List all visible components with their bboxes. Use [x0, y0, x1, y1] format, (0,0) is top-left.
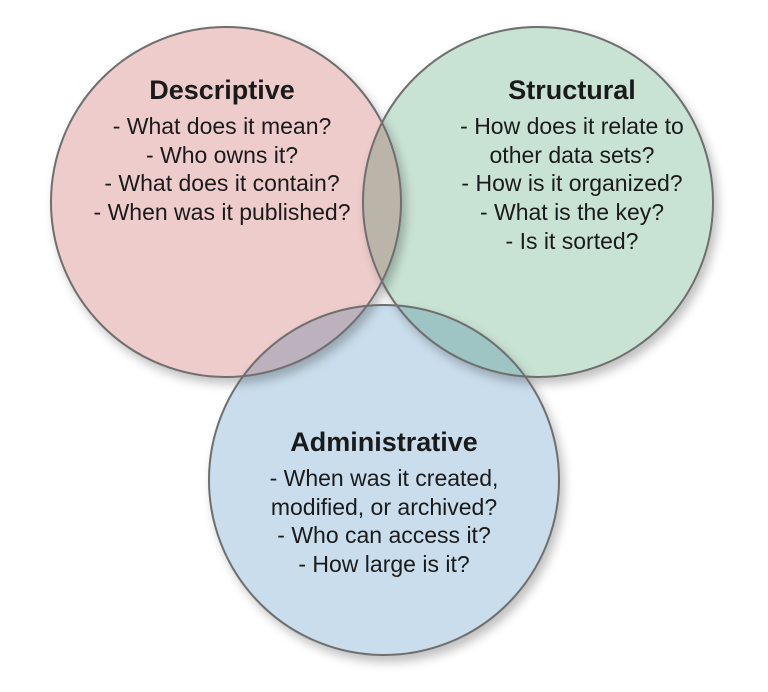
- label-structural: Structural - How does it relate to other…: [432, 74, 712, 256]
- item-text: - When was it created, modified, or arch…: [234, 464, 534, 522]
- item-text: - How is it organized?: [432, 169, 712, 198]
- item-text: - What does it mean?: [62, 112, 382, 141]
- item-text: - When was it published?: [62, 198, 382, 227]
- item-text: - Who owns it?: [62, 141, 382, 170]
- item-text: - Is it sorted?: [432, 227, 712, 256]
- label-descriptive: Descriptive - What does it mean?- Who ow…: [62, 74, 382, 227]
- item-text: - How large is it?: [234, 550, 534, 579]
- title-descriptive: Descriptive: [62, 74, 382, 108]
- label-administrative: Administrative - When was it created, mo…: [234, 426, 534, 579]
- item-text: - Who can access it?: [234, 521, 534, 550]
- item-text: - What is the key?: [432, 198, 712, 227]
- venn-diagram: Descriptive - What does it mean?- Who ow…: [0, 0, 768, 692]
- title-administrative: Administrative: [234, 426, 534, 460]
- item-text: - What does it contain?: [62, 169, 382, 198]
- title-structural: Structural: [432, 74, 712, 108]
- item-text: - How does it relate to other data sets?: [432, 112, 712, 170]
